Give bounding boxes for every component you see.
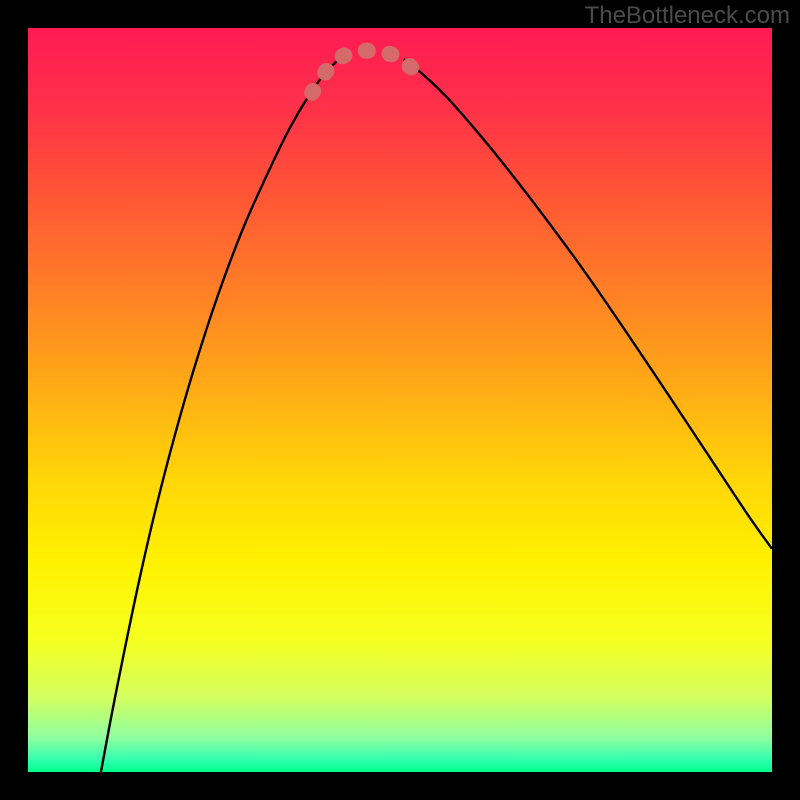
figure-outer: TheBottleneck.com [0,0,800,800]
curve-right-branch [404,59,772,549]
curve-left-branch [101,59,339,772]
plot-area [28,28,772,772]
watermark-text: TheBottleneck.com [585,2,790,30]
curve-layer [28,28,772,772]
curve-bottom-highlight [312,51,424,93]
